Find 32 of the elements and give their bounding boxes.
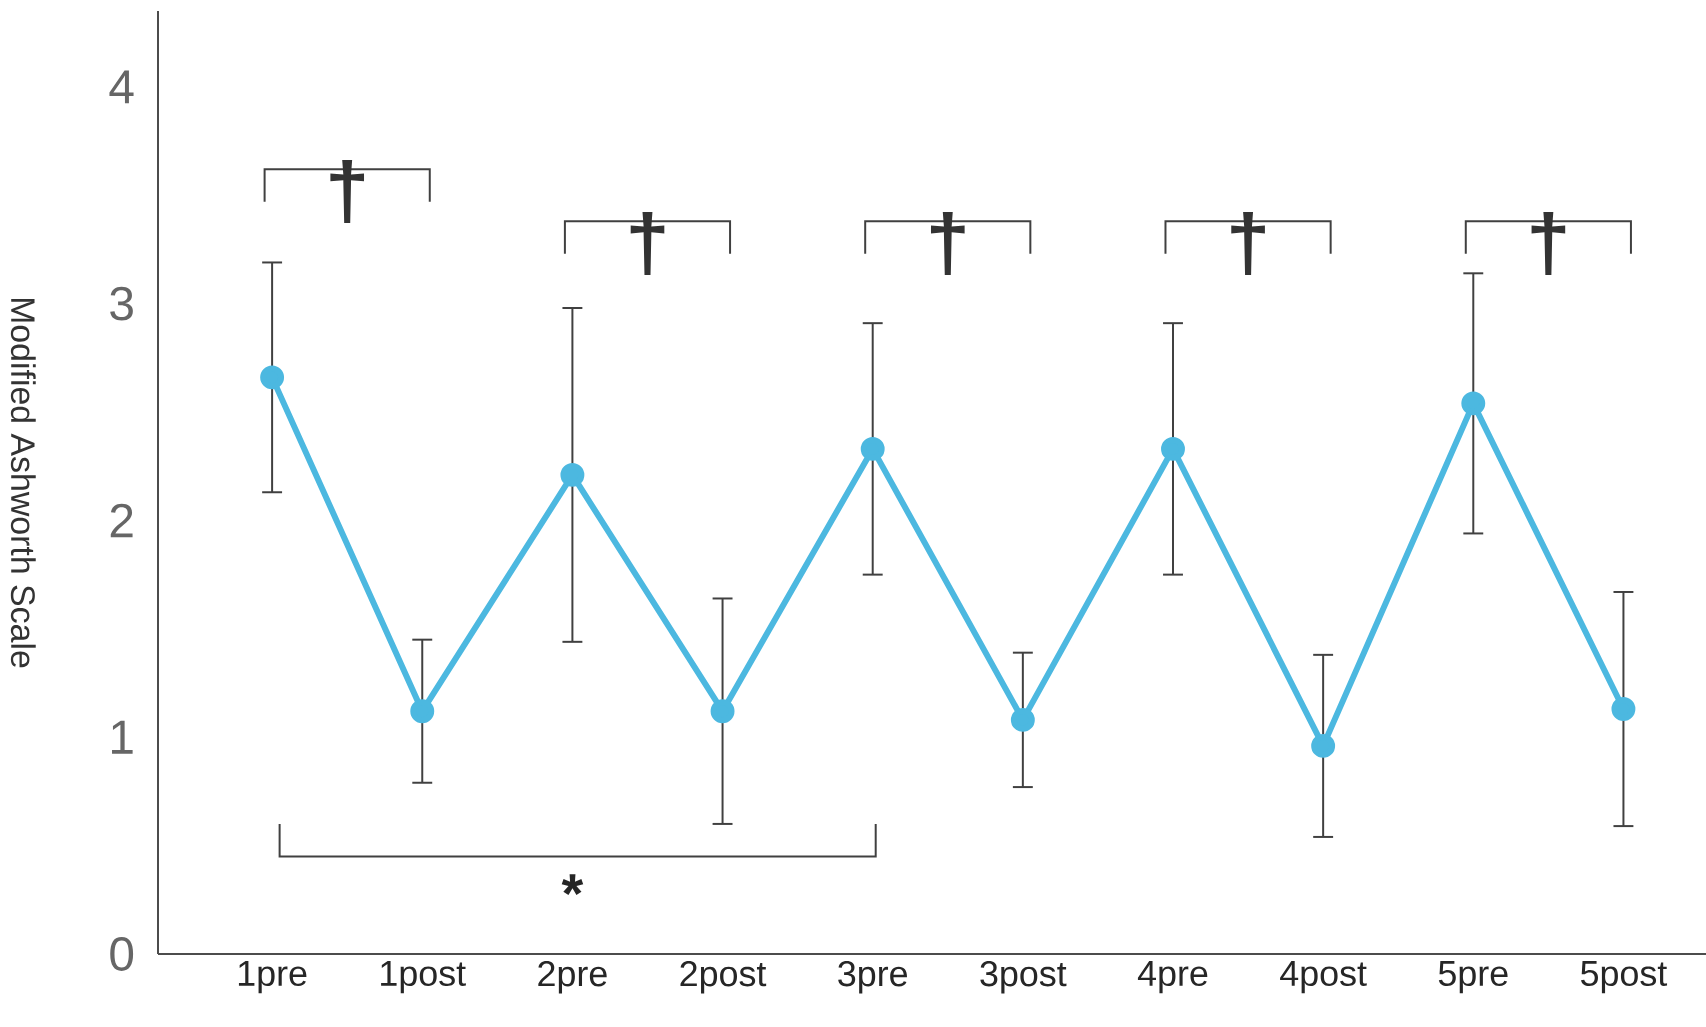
x-tick-label: 2post	[680, 961, 767, 994]
y-tick-label: 2	[110, 503, 133, 538]
y-tick-label: 1	[112, 720, 133, 754]
point	[560, 462, 585, 487]
annotation: †	[1531, 211, 1566, 276]
x-tick-label: 5pre	[1438, 961, 1508, 994]
annotation: †	[930, 211, 965, 276]
y-tick-label: 0	[110, 937, 134, 971]
point	[1010, 707, 1035, 732]
point	[410, 699, 435, 724]
x-tick-label: 3pre	[838, 961, 907, 994]
x-tick-label: 4post	[1280, 961, 1367, 994]
x-tick-label: 3post	[980, 961, 1067, 994]
annotation: †	[630, 211, 665, 276]
annotation: †	[330, 159, 365, 224]
y-axis-title: Modified Ashworth Scale	[10, 298, 36, 668]
x-tick-label: 1post	[381, 961, 466, 994]
point	[1311, 733, 1336, 758]
x-tick-label: 1pre	[238, 961, 307, 994]
point	[860, 436, 885, 461]
point	[260, 365, 285, 390]
point	[1161, 436, 1185, 461]
annotation: †	[1231, 211, 1265, 276]
x-tick-label: 5post	[1581, 961, 1668, 994]
point	[710, 699, 735, 724]
point	[1611, 697, 1636, 721]
annotation: *	[561, 874, 584, 896]
point	[1461, 391, 1486, 416]
x-tick-label: 4pre	[1137, 961, 1208, 994]
x-tick-label: 2pre	[538, 961, 607, 994]
y-tick-label: 3	[110, 286, 133, 321]
y-tick-label: 4	[109, 70, 134, 104]
